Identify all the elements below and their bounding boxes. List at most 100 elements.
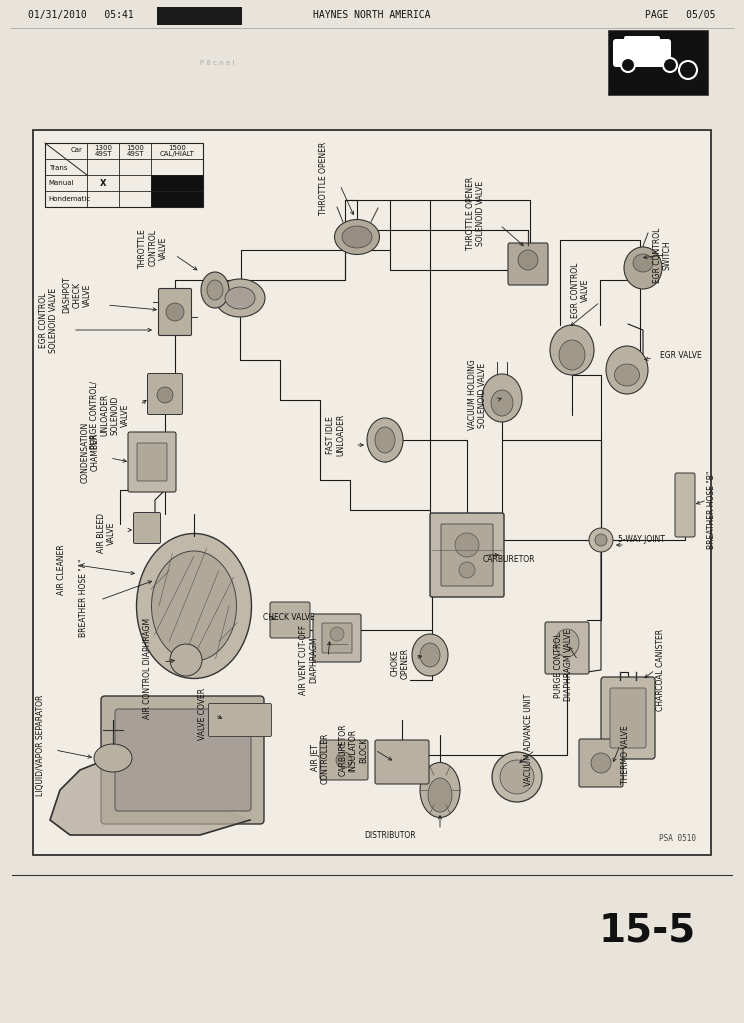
- FancyBboxPatch shape: [375, 740, 429, 784]
- Ellipse shape: [201, 272, 229, 308]
- Text: THROTTLE
CONTROL
VALVE: THROTTLE CONTROL VALVE: [138, 228, 168, 268]
- Ellipse shape: [342, 226, 372, 248]
- Text: PURGE CONTROL/
UNLOADER
SOLENOID
VALVE: PURGE CONTROL/ UNLOADER SOLENOID VALVE: [90, 381, 130, 449]
- Circle shape: [591, 753, 611, 773]
- Circle shape: [455, 533, 479, 557]
- FancyBboxPatch shape: [208, 704, 272, 737]
- Ellipse shape: [633, 254, 653, 272]
- Text: 15-5: 15-5: [599, 911, 696, 950]
- Text: FAST IDLE
UNLOADER: FAST IDLE UNLOADER: [326, 414, 345, 456]
- FancyBboxPatch shape: [613, 39, 671, 66]
- FancyBboxPatch shape: [441, 524, 493, 586]
- Text: THROTTLE OPENER: THROTTLE OPENER: [319, 141, 328, 215]
- Text: AIR VENT CUT-OFF
DIAPHRAGM: AIR VENT CUT-OFF DIAPHRAGM: [298, 625, 318, 695]
- FancyBboxPatch shape: [115, 709, 251, 811]
- Ellipse shape: [136, 534, 251, 678]
- Ellipse shape: [491, 390, 513, 416]
- Text: CARBURETOR: CARBURETOR: [483, 555, 536, 565]
- Circle shape: [679, 61, 697, 79]
- Ellipse shape: [624, 247, 662, 290]
- Text: AIR JET
CONTROLLER: AIR JET CONTROLLER: [310, 732, 330, 784]
- Circle shape: [157, 387, 173, 403]
- Text: VALVE COVER: VALVE COVER: [198, 687, 207, 740]
- FancyBboxPatch shape: [608, 30, 708, 95]
- Text: 1500
CAL/HIALT: 1500 CAL/HIALT: [159, 144, 194, 158]
- Circle shape: [518, 250, 538, 270]
- FancyBboxPatch shape: [147, 373, 182, 414]
- Circle shape: [663, 58, 677, 72]
- Ellipse shape: [606, 346, 648, 394]
- FancyBboxPatch shape: [137, 443, 167, 481]
- Bar: [151, 175, 203, 191]
- Ellipse shape: [170, 644, 202, 676]
- Ellipse shape: [420, 643, 440, 667]
- FancyBboxPatch shape: [430, 513, 504, 597]
- Text: THROTTLE OPENER
SOLENOID VALVE: THROTTLE OPENER SOLENOID VALVE: [466, 176, 485, 250]
- Circle shape: [166, 303, 184, 321]
- Text: Trans: Trans: [49, 165, 68, 171]
- Ellipse shape: [428, 779, 452, 812]
- FancyBboxPatch shape: [322, 623, 352, 653]
- Text: EGR CONTROL
SOLENOID VALVE: EGR CONTROL SOLENOID VALVE: [39, 287, 58, 353]
- Text: CONDENSATION
CHAMBER: CONDENSATION CHAMBER: [80, 421, 100, 483]
- Text: CHECK VALVE: CHECK VALVE: [263, 614, 315, 623]
- Ellipse shape: [615, 364, 640, 386]
- Text: AIR CLEANER: AIR CLEANER: [57, 544, 66, 595]
- Circle shape: [330, 627, 344, 641]
- FancyBboxPatch shape: [101, 696, 264, 824]
- Ellipse shape: [335, 220, 379, 255]
- Text: AIR BLEED
VALVE: AIR BLEED VALVE: [97, 513, 116, 553]
- Circle shape: [336, 752, 352, 768]
- Ellipse shape: [375, 427, 395, 453]
- FancyBboxPatch shape: [128, 432, 176, 492]
- Circle shape: [589, 528, 613, 552]
- FancyBboxPatch shape: [133, 513, 161, 543]
- Text: EGR VALVE: EGR VALVE: [660, 351, 702, 359]
- FancyBboxPatch shape: [157, 7, 242, 25]
- Ellipse shape: [500, 760, 534, 794]
- Circle shape: [621, 58, 635, 72]
- Ellipse shape: [215, 279, 265, 317]
- Circle shape: [459, 562, 475, 578]
- FancyBboxPatch shape: [579, 739, 623, 787]
- Ellipse shape: [152, 551, 237, 661]
- Text: P 8 c n e l: P 8 c n e l: [200, 60, 234, 66]
- FancyBboxPatch shape: [601, 677, 655, 759]
- Ellipse shape: [550, 325, 594, 375]
- FancyBboxPatch shape: [320, 740, 368, 780]
- FancyBboxPatch shape: [545, 622, 589, 674]
- Ellipse shape: [367, 418, 403, 462]
- FancyBboxPatch shape: [610, 688, 646, 748]
- Text: BREATHER HOSE "B": BREATHER HOSE "B": [707, 471, 716, 549]
- Ellipse shape: [555, 629, 579, 657]
- FancyBboxPatch shape: [270, 602, 310, 638]
- Text: PURGE CONTROL
DIAPHRAGM VALVE: PURGE CONTROL DIAPHRAGM VALVE: [554, 629, 573, 701]
- FancyBboxPatch shape: [675, 473, 695, 537]
- Polygon shape: [50, 760, 250, 835]
- Circle shape: [595, 534, 607, 546]
- Text: AIR CONTROL DIAPHRAGM: AIR CONTROL DIAPHRAGM: [143, 618, 152, 718]
- Text: VACUUM ADVANCE UNIT: VACUUM ADVANCE UNIT: [524, 694, 533, 787]
- Text: 1500
49ST: 1500 49ST: [126, 144, 144, 158]
- Text: VACUUM HOLDING
SOLENOID VALVE: VACUUM HOLDING SOLENOID VALVE: [467, 360, 487, 431]
- Text: DASHPOT
CHECK
VALVE: DASHPOT CHECK VALVE: [62, 276, 92, 313]
- Ellipse shape: [207, 280, 223, 300]
- Text: EGR CONTROL
SWITCH: EGR CONTROL SWITCH: [652, 227, 672, 282]
- Text: 1300
49ST: 1300 49ST: [94, 144, 112, 158]
- Text: PAGE   05/05: PAGE 05/05: [646, 10, 716, 20]
- Text: Manual: Manual: [48, 180, 74, 186]
- Bar: [45, 143, 203, 207]
- Text: DISTRIBUTOR: DISTRIBUTOR: [364, 831, 416, 840]
- Ellipse shape: [412, 634, 448, 676]
- Ellipse shape: [492, 752, 542, 802]
- Bar: [151, 191, 203, 207]
- Text: LIQUID/VAPOR SEPARATOR: LIQUID/VAPOR SEPARATOR: [36, 695, 45, 796]
- Text: BREATHER HOSE "A": BREATHER HOSE "A": [79, 559, 88, 637]
- Ellipse shape: [94, 744, 132, 772]
- Text: PSA 0510: PSA 0510: [659, 834, 696, 843]
- Ellipse shape: [482, 374, 522, 422]
- Text: CHOKE
OPENER: CHOKE OPENER: [391, 648, 410, 678]
- Text: Car: Car: [71, 147, 83, 153]
- Ellipse shape: [420, 762, 460, 817]
- Ellipse shape: [225, 287, 255, 309]
